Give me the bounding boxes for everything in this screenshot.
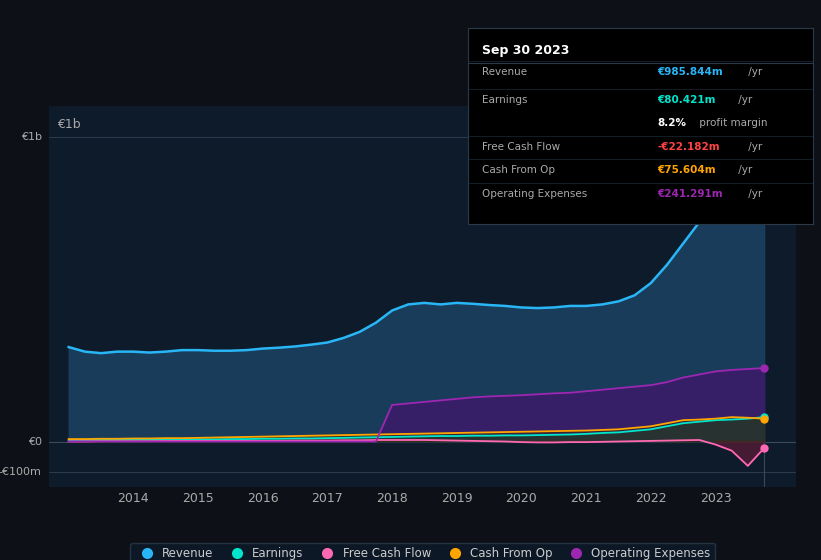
Text: Operating Expenses: Operating Expenses <box>482 189 587 199</box>
Legend: Revenue, Earnings, Free Cash Flow, Cash From Op, Operating Expenses: Revenue, Earnings, Free Cash Flow, Cash … <box>131 543 715 560</box>
Text: 8.2%: 8.2% <box>658 118 686 128</box>
Text: /yr: /yr <box>745 189 762 199</box>
Text: €1b: €1b <box>57 118 80 131</box>
Text: -€22.182m: -€22.182m <box>658 142 720 152</box>
Text: Cash From Op: Cash From Op <box>482 165 555 175</box>
Text: €75.604m: €75.604m <box>658 165 716 175</box>
Text: -€100m: -€100m <box>0 467 42 477</box>
Text: Free Cash Flow: Free Cash Flow <box>482 142 560 152</box>
Text: €80.421m: €80.421m <box>658 95 716 105</box>
Text: €1b: €1b <box>21 132 42 142</box>
Text: €0: €0 <box>28 436 42 446</box>
Text: €985.844m: €985.844m <box>658 67 723 77</box>
Text: /yr: /yr <box>735 165 752 175</box>
Text: /yr: /yr <box>745 67 762 77</box>
Text: Sep 30 2023: Sep 30 2023 <box>482 44 569 57</box>
Text: /yr: /yr <box>735 95 752 105</box>
Text: Earnings: Earnings <box>482 95 527 105</box>
Text: profit margin: profit margin <box>696 118 768 128</box>
Text: €241.291m: €241.291m <box>658 189 723 199</box>
Text: Revenue: Revenue <box>482 67 527 77</box>
Text: /yr: /yr <box>745 142 762 152</box>
